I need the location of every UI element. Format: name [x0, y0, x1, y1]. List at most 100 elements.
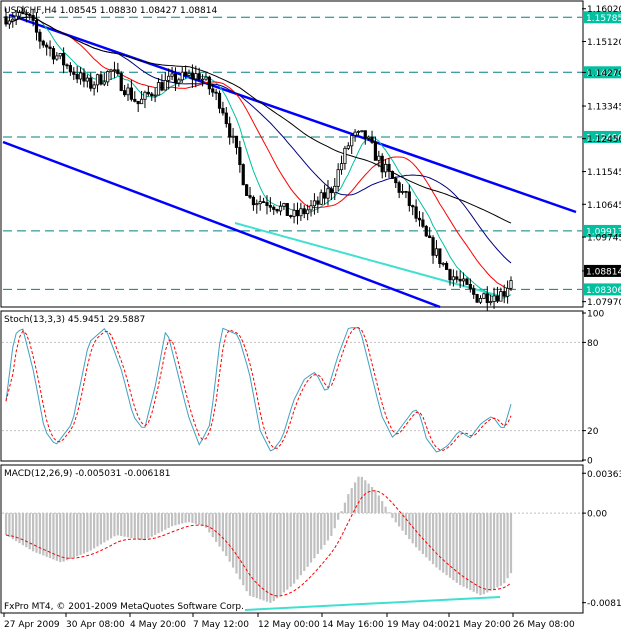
macd-histogram-bar	[15, 513, 18, 542]
candle-body	[72, 71, 76, 75]
candle-body	[502, 291, 506, 297]
candle-body	[289, 215, 293, 217]
candle-body	[48, 46, 52, 49]
candle-body	[184, 71, 188, 76]
candle-body	[167, 75, 171, 81]
macd-histogram-bar	[228, 513, 231, 562]
macd-histogram-bar	[347, 494, 350, 514]
macd-histogram-bar	[262, 513, 265, 601]
macd-histogram-bar	[279, 513, 282, 596]
macd-histogram-bar	[225, 513, 228, 557]
candle-body	[414, 206, 418, 219]
candle-body	[265, 202, 269, 206]
macd-histogram-bar	[364, 480, 367, 514]
candle-body	[241, 164, 245, 186]
macd-histogram-bar	[435, 513, 438, 568]
candle-body	[387, 163, 391, 172]
candle-body	[421, 219, 425, 227]
candle-body	[292, 209, 296, 217]
level-label: 1.09913	[586, 227, 621, 237]
macd-histogram-bar	[255, 513, 258, 599]
candle-body	[156, 82, 161, 96]
macd-histogram-bar	[65, 513, 69, 561]
macd-histogram-bar	[8, 513, 11, 538]
time-tick-label: 26 May 08:00	[513, 620, 575, 630]
candle-body	[309, 205, 313, 211]
macd-histogram-bar	[350, 488, 353, 514]
candle-body	[407, 191, 411, 206]
price-panel[interactable]	[0, 0, 584, 308]
stoch-tick-label: 100	[587, 310, 604, 320]
candle-body	[441, 262, 445, 265]
macd-histogram-bar	[154, 513, 157, 535]
macd-histogram-bar	[194, 513, 197, 524]
candle-body	[221, 107, 225, 114]
macd-histogram-bar	[472, 513, 475, 592]
macd-histogram-bar	[499, 513, 502, 586]
candle-body	[92, 84, 96, 89]
macd-histogram-bar	[357, 476, 360, 514]
stoch-panel[interactable]	[0, 310, 584, 462]
level-label: 1.08306	[586, 286, 621, 296]
candle-body	[160, 82, 164, 91]
candle-body	[245, 184, 249, 196]
candle-body	[228, 123, 232, 138]
candle-body	[445, 262, 449, 270]
macd-histogram-bar	[276, 513, 279, 599]
macd-histogram-bar	[208, 513, 211, 533]
candle-body	[78, 72, 83, 80]
macd-histogram-bar	[130, 513, 133, 539]
candle-body	[319, 192, 323, 205]
macd-histogram-bar	[55, 513, 58, 561]
candle-body	[173, 73, 178, 84]
candle-body	[478, 297, 483, 303]
macd-histogram-bar	[486, 513, 489, 593]
macd-histogram-bar	[11, 513, 14, 540]
candle-body	[143, 91, 147, 100]
candle-body	[367, 136, 371, 139]
macd-divergence-line[interactable]	[244, 596, 501, 611]
candle-body	[85, 77, 89, 82]
price-tick-label: 1.16020	[587, 5, 621, 15]
support-trendline[interactable]	[234, 222, 501, 297]
macd-histogram-bar	[123, 513, 126, 537]
price-tick-label: 1.15120	[587, 38, 621, 48]
candle-body	[373, 141, 378, 161]
candle-body	[509, 280, 513, 289]
macd-histogram-bar	[387, 512, 391, 514]
macd-histogram-bar	[116, 513, 119, 536]
macd-histogram-bar	[187, 513, 191, 523]
candle-body	[24, 13, 28, 16]
macd-histogram-bar	[320, 513, 323, 550]
level-label-bg	[584, 130, 621, 143]
macd-histogram-bar	[150, 513, 153, 537]
macd-histogram-bar	[469, 513, 472, 591]
macd-histogram-bar	[181, 513, 184, 524]
macd-signal-line	[5, 490, 512, 597]
candle-body	[75, 73, 79, 80]
macd-histogram-bar	[316, 513, 319, 554]
candle-body	[458, 278, 462, 282]
macd-histogram-bar	[86, 513, 89, 553]
candle-body	[99, 74, 103, 85]
macd-histogram-bar	[404, 513, 408, 535]
macd-histogram-bar	[506, 513, 509, 579]
macd-histogram-bar	[343, 502, 347, 514]
macd-histogram-bar	[333, 513, 336, 529]
macd-title: MACD(12,26,9) -0.005031 -0.006181	[4, 469, 170, 479]
time-tick-label: 14 May 16:00	[322, 620, 384, 630]
channel-upper-line[interactable]	[9, 13, 577, 214]
candle-body	[431, 237, 435, 256]
macd-histogram-bar	[157, 513, 160, 534]
macd-histogram-bar	[93, 513, 96, 549]
candle-body	[21, 11, 25, 15]
macd-histogram-bar	[408, 513, 411, 540]
candle-body	[394, 178, 398, 184]
macd-histogram-bar	[38, 513, 41, 555]
macd-histogram-bar	[18, 513, 21, 544]
macd-histogram-bar	[177, 513, 180, 525]
candle-body	[353, 131, 357, 136]
channel-lower-line[interactable]	[2, 140, 441, 309]
candle-body	[302, 208, 306, 215]
